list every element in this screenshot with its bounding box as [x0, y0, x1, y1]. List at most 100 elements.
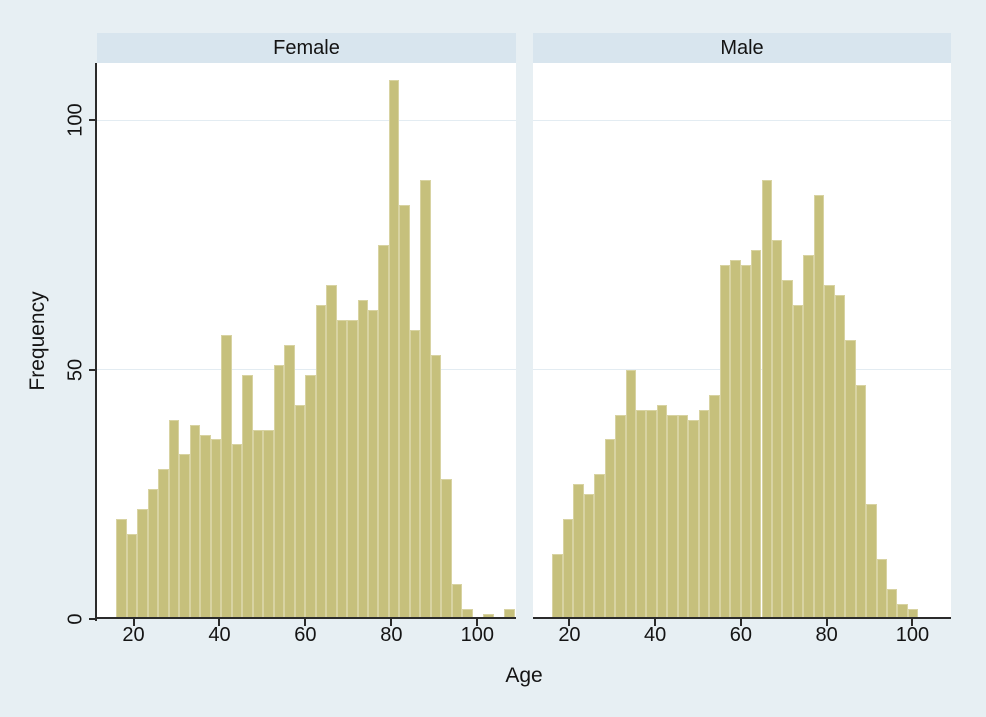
histogram-bar [698, 409, 710, 619]
histogram-bar [813, 195, 825, 619]
histogram-bar [625, 369, 636, 619]
histogram-bar [294, 404, 306, 619]
histogram-bar [688, 419, 699, 619]
histogram-bar [252, 429, 264, 619]
y-tick-label: 50 [64, 358, 87, 381]
histogram-bar [179, 454, 190, 619]
y-tick [89, 119, 96, 122]
histogram-bar [677, 414, 689, 619]
plot-area-male [533, 63, 951, 619]
histogram-bar [866, 504, 877, 619]
histogram-bar [168, 419, 180, 619]
histogram-bar [189, 424, 201, 619]
panel-header-female: Female [97, 33, 516, 63]
histogram-bar [855, 384, 867, 619]
y-tick [89, 618, 96, 620]
x-tick [390, 619, 393, 626]
x-tick-label: 60 [729, 624, 753, 646]
x-axis-line [533, 617, 951, 619]
histogram-bar [210, 439, 222, 619]
histogram-bar [326, 284, 337, 619]
histogram-bar [158, 469, 169, 619]
y-axis-title: Frequency [26, 291, 49, 391]
histogram-bar [221, 334, 232, 619]
histogram-bar [441, 479, 452, 619]
histogram-bar [709, 394, 720, 619]
panel-header-male: Male [533, 33, 951, 63]
histogram-bar [409, 329, 421, 619]
panel-female: Female 20 40 60 80 100 [97, 33, 516, 646]
histogram-bar [420, 180, 431, 619]
histogram-bar [887, 589, 898, 619]
panel-title-female: Female [273, 36, 340, 59]
x-tick-label: 40 [208, 624, 231, 646]
x-tick [739, 619, 742, 626]
histogram-bar [315, 304, 327, 619]
gridline-y-100 [97, 119, 516, 121]
histogram-bar [761, 180, 772, 619]
x-tick-label: 20 [558, 624, 581, 646]
x-axis-line [97, 617, 516, 619]
histogram-bar [730, 259, 741, 619]
x-tick-label: 40 [644, 624, 667, 646]
histogram-bar [147, 489, 159, 619]
histogram-bar [231, 444, 243, 619]
histogram-bar [399, 205, 410, 619]
y-axis-line [95, 63, 97, 621]
histogram-bar [824, 284, 835, 619]
histogram-bar [347, 319, 358, 619]
histogram-bar [635, 409, 647, 619]
x-tick [911, 619, 914, 626]
x-tick [304, 619, 307, 626]
y-tick-label: 0 [64, 613, 87, 625]
histogram-bar [305, 374, 316, 619]
x-tick [568, 619, 571, 626]
gridline-y-100 [533, 119, 951, 121]
histogram-bar [200, 434, 211, 619]
histogram-bar [116, 519, 127, 619]
histogram-bar [126, 534, 138, 619]
panel-title-male: Male [720, 36, 764, 59]
histogram-bar [594, 474, 605, 619]
histogram-bar [615, 414, 626, 619]
histogram-bar [573, 484, 584, 619]
histogram-bar [876, 559, 888, 619]
histogram-bar [357, 299, 368, 619]
x-tick [476, 619, 479, 626]
histogram-bar [604, 439, 616, 619]
histogram-bar [751, 250, 762, 619]
histogram-bar [263, 429, 274, 619]
histogram-bar [336, 319, 348, 619]
histogram-bar [562, 519, 574, 619]
histogram-bar [284, 344, 295, 619]
histogram-bar [771, 240, 783, 619]
gridline-y-50 [97, 369, 516, 371]
histogram-bar [242, 374, 253, 619]
y-tick-label: 100 [64, 103, 87, 138]
panel-male: Male 20 40 60 80 100 [533, 33, 951, 646]
histogram-bar [719, 264, 731, 619]
x-tick-label: 80 [815, 624, 838, 646]
histogram-bar [646, 409, 657, 619]
plot-area-female [97, 63, 516, 619]
histogram-bar [656, 404, 668, 619]
histogram-bar [552, 554, 563, 619]
x-axis-title: Age [505, 664, 543, 687]
y-tick [89, 368, 96, 371]
histogram-bar [583, 494, 595, 619]
histogram-bar [834, 294, 846, 619]
histogram-bar [803, 254, 814, 619]
x-tick-label: 80 [380, 624, 403, 646]
x-tick [825, 619, 828, 626]
histogram-bar [367, 309, 379, 619]
x-tick [218, 619, 221, 626]
histogram-bar [388, 80, 400, 619]
histogram-bar [740, 264, 752, 619]
x-tick [132, 619, 135, 626]
x-tick-label: 20 [122, 624, 145, 646]
histogram-bar [273, 364, 285, 619]
histogram-bar [845, 339, 856, 619]
x-tick-label: 60 [294, 624, 317, 646]
histogram-bar [667, 414, 678, 619]
histogram-bar [782, 279, 793, 619]
